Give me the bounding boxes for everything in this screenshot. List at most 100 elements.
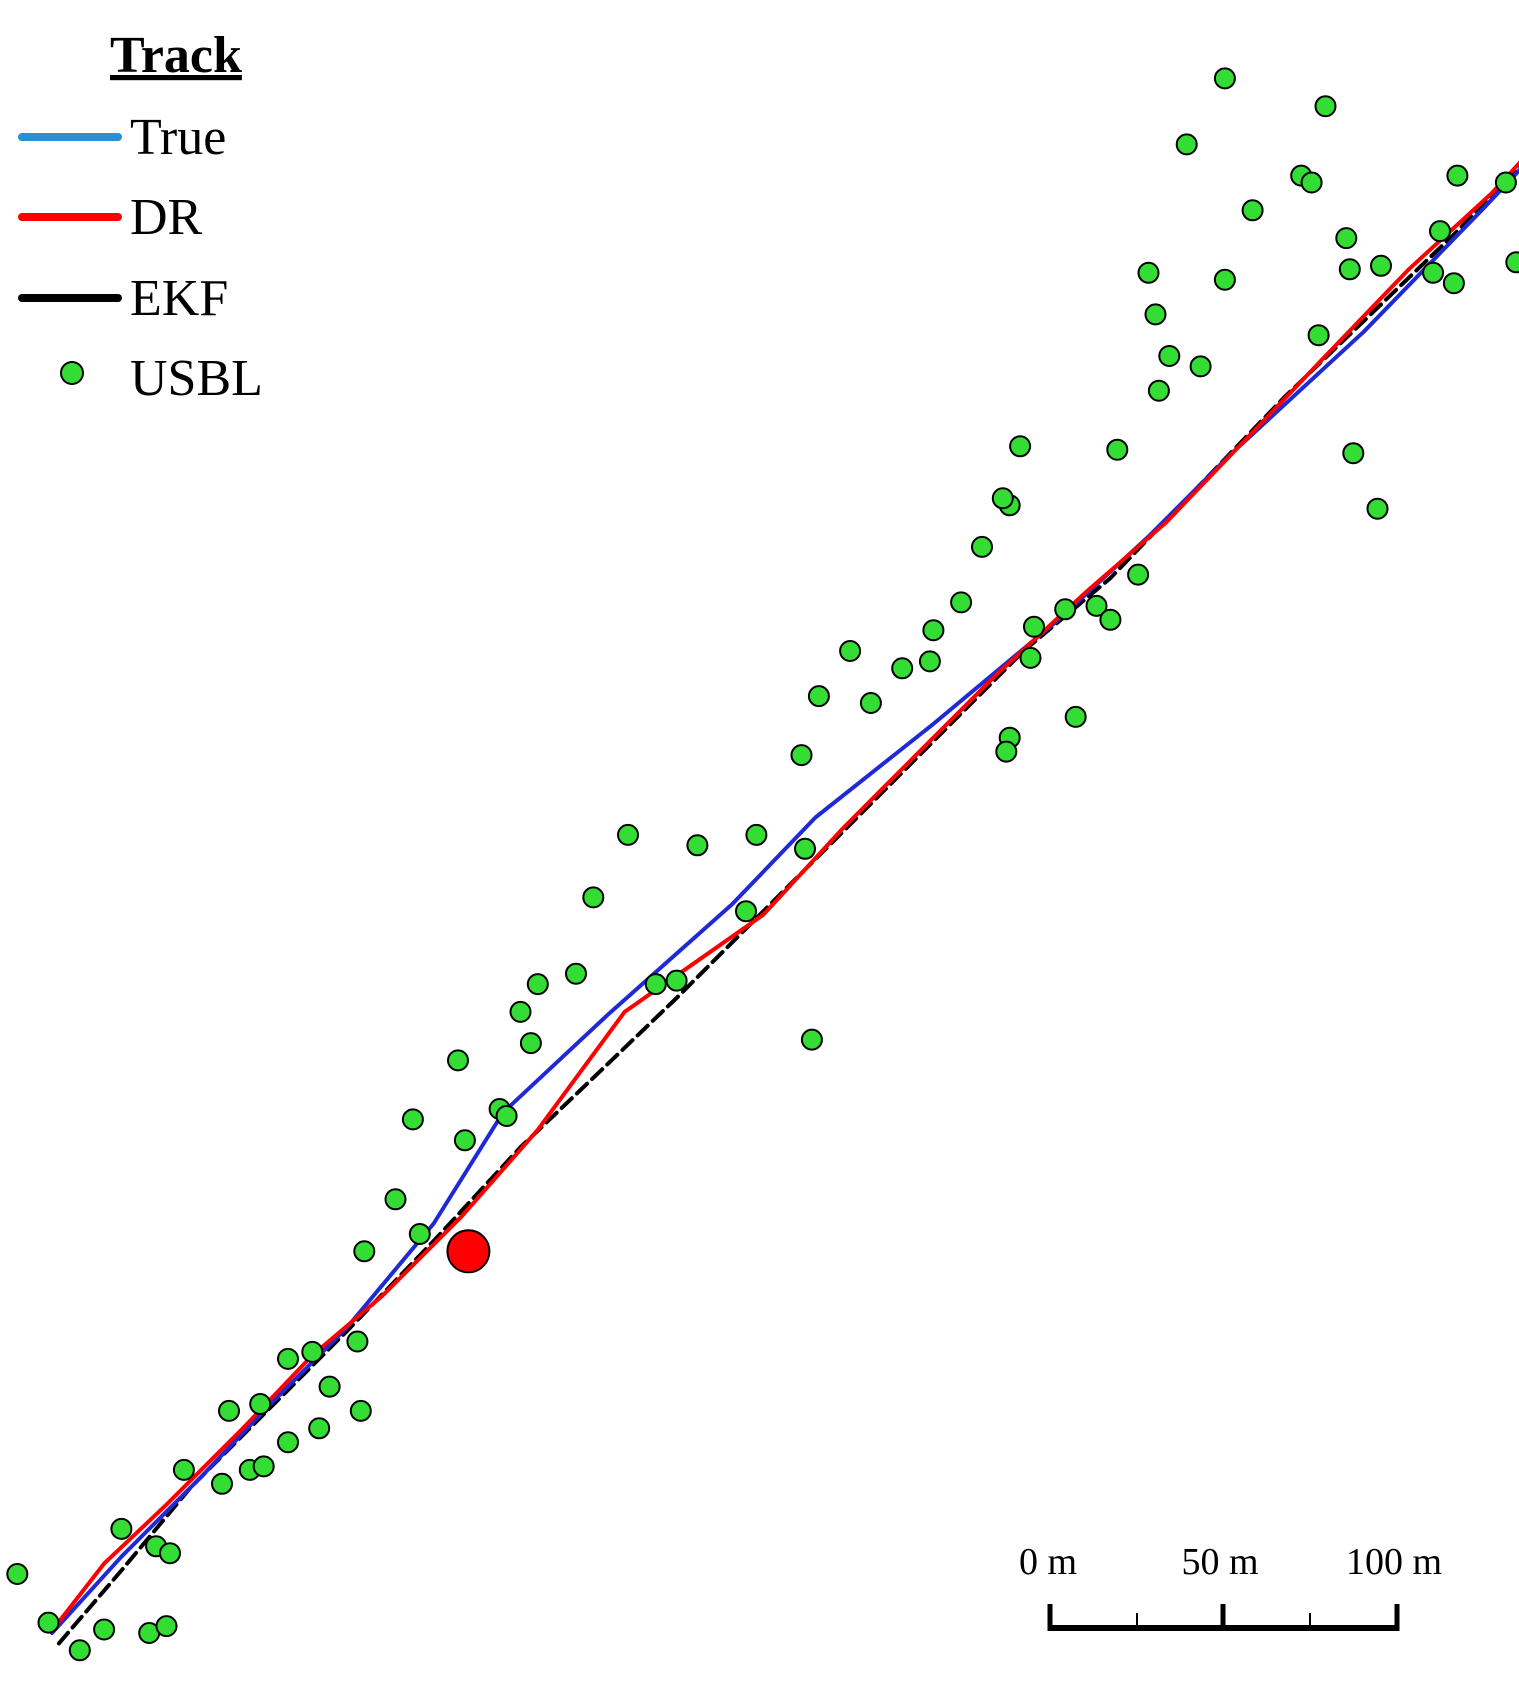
usbl-fix-25: [401, 1108, 424, 1131]
usbl-fix-47: [891, 657, 914, 680]
usbl-fix-94: [1429, 220, 1451, 243]
usbl-fix-15: [277, 1431, 299, 1454]
usbl-fix-60: [1085, 594, 1108, 617]
usbl-fix-20: [346, 1330, 369, 1353]
usbl-fix-51: [971, 535, 993, 558]
usbl-fix-1: [68, 1639, 91, 1662]
beacon-marker: [446, 1229, 491, 1274]
usbl-fix-76: [1300, 171, 1323, 194]
usbl-fix-69: [1189, 355, 1212, 378]
usbl-fix-23: [384, 1188, 407, 1211]
usbl-fix-84: [1446, 164, 1469, 187]
usbl-fix-75: [1314, 95, 1337, 118]
usbl-fix-10: [211, 1472, 233, 1495]
usbl-fix-70: [1175, 133, 1198, 156]
usbl-fix-65: [1147, 379, 1170, 402]
usbl-fix-83: [1422, 261, 1445, 284]
legend-usbl-swatch: [60, 361, 84, 385]
usbl-fix-22: [353, 1240, 376, 1263]
usbl-fix-8: [159, 1542, 181, 1565]
usbl-fix-57: [995, 740, 1018, 763]
usbl-fix-62: [1099, 608, 1122, 631]
usbl-fix-26: [447, 1049, 469, 1072]
usbl-fix-49: [922, 619, 945, 642]
usbl-fix-40: [745, 823, 768, 846]
usbl-fix-30: [519, 1032, 542, 1055]
usbl-fix-32: [526, 973, 549, 996]
usbl-fix-43: [790, 744, 813, 767]
usbl-fix-55: [1019, 646, 1042, 669]
usbl-fix-46: [859, 692, 882, 714]
dr-track-line: [53, 160, 1519, 1629]
usbl-fix-66: [1137, 261, 1160, 284]
usbl-fix-42: [800, 1028, 823, 1051]
legend-item-ekf: EKF: [130, 270, 228, 327]
usbl-fix-45: [839, 640, 862, 662]
usbl-fix-36: [644, 973, 667, 996]
usbl-fix-82: [1370, 254, 1392, 277]
usbl-fix-64: [1106, 438, 1129, 461]
usbl-fix-17: [308, 1417, 331, 1440]
usbl-fix-6: [155, 1615, 178, 1638]
usbl-fix-50: [950, 591, 973, 614]
usbl-fix-4: [37, 1611, 60, 1634]
usbl-fix-24: [408, 1223, 431, 1245]
usbl-fix-44: [807, 685, 830, 708]
usbl-fix-31: [509, 1000, 532, 1023]
usbl-fix-68: [1158, 345, 1181, 367]
usbl-fix-38: [686, 834, 709, 857]
usbl-fix-27: [453, 1129, 476, 1152]
scale-label-100: 100 m: [1346, 1541, 1442, 1583]
scale-bar: 0 m 50 m 100 m: [1019, 1541, 1442, 1631]
beacon-layer: [446, 1229, 491, 1274]
usbl-fix-63: [1127, 563, 1150, 586]
usbl-fix-18: [301, 1340, 324, 1363]
usbl-fix-0: [6, 1563, 29, 1585]
true-track-line: [50, 167, 1519, 1635]
usbl-fix-77: [1342, 442, 1365, 465]
usbl-fix-71: [1213, 67, 1236, 90]
legend-item-dr: DR: [130, 189, 203, 246]
usbl-fix-74: [1213, 268, 1236, 291]
usbl-fix-85: [1442, 272, 1465, 295]
usbl-fix-3: [110, 1517, 133, 1540]
usbl-fix-13: [252, 1455, 275, 1478]
usbl-fix-92: [1505, 251, 1519, 274]
track-layer: [50, 160, 1519, 1646]
usbl-fix-14: [249, 1393, 272, 1415]
legend-item-true: True: [130, 109, 226, 166]
usbl-fix-34: [582, 886, 605, 909]
usbl-fix-11: [218, 1399, 240, 1422]
usbl-fixes-layer: [6, 67, 1519, 1662]
legend-title: Track: [110, 27, 242, 84]
usbl-fix-21: [349, 1399, 372, 1422]
usbl-fix-37: [665, 969, 688, 992]
usbl-fix-59: [1054, 598, 1077, 621]
usbl-fix-41: [794, 837, 816, 860]
usbl-fix-35: [617, 823, 639, 846]
usbl-fix-79: [1338, 258, 1361, 281]
usbl-fix-29: [495, 1105, 518, 1127]
usbl-fix-61: [1064, 705, 1087, 728]
scale-label-50: 50 m: [1181, 1541, 1258, 1583]
legend-item-usbl: USBL: [130, 350, 263, 407]
usbl-fix-78: [1307, 324, 1330, 347]
usbl-fix-72: [1241, 199, 1264, 222]
usbl-fix-81: [1366, 497, 1389, 520]
usbl-fix-2: [93, 1618, 116, 1641]
usbl-fix-33: [565, 962, 587, 985]
usbl-fix-9: [172, 1458, 195, 1481]
usbl-fix-58: [1023, 615, 1045, 638]
usbl-fix-16: [277, 1347, 299, 1370]
scale-label-0: 0 m: [1019, 1541, 1077, 1583]
usbl-fix-39: [735, 900, 757, 923]
usbl-fix-53: [991, 487, 1014, 510]
usbl-fix-54: [1009, 435, 1032, 458]
usbl-fix-80: [1335, 227, 1358, 250]
usbl-fix-86: [1494, 171, 1517, 194]
usbl-fix-67: [1144, 303, 1167, 326]
usbl-fix-48: [918, 650, 941, 673]
usbl-fix-19: [318, 1375, 341, 1398]
